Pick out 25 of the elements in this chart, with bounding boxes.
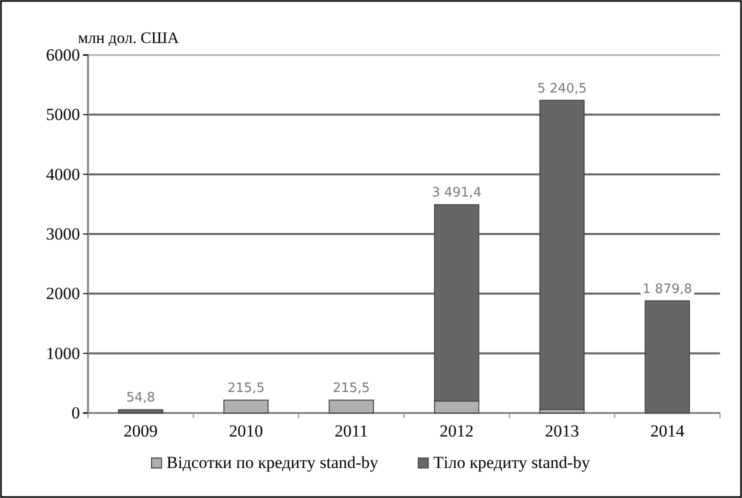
x-tick-label: 2013: [545, 421, 579, 440]
y-tick-label: 5000: [46, 105, 80, 124]
bar: [118, 409, 164, 414]
total-label: 1 879,8: [642, 282, 692, 297]
legend-label: Тіло кредиту stand-by: [433, 453, 590, 472]
legend-label: Відсотки по кредиту stand-by: [166, 453, 379, 472]
y-tick-label: 1000: [46, 344, 80, 363]
total-label: 5 240,5: [537, 81, 587, 96]
total-label: 3 491,4: [432, 186, 482, 201]
total-label: 54,8: [126, 390, 156, 406]
x-tick-label: 2010: [229, 421, 263, 440]
y-tick-label: 0: [72, 403, 80, 422]
total-label: 215,5: [227, 381, 265, 396]
x-tick-label: 2009: [124, 421, 158, 440]
bar: [328, 400, 374, 414]
total-label: 215,5: [332, 381, 370, 396]
bar: [223, 400, 269, 414]
x-tick-label: 2012: [440, 421, 474, 440]
y-tick-label: 2000: [46, 284, 80, 304]
y-tick-label: 6000: [46, 45, 80, 64]
y-axis-title: млн дол. США: [78, 30, 180, 47]
y-tick-label: 4000: [46, 164, 80, 184]
y-tick-label: 3000: [46, 224, 80, 244]
x-tick-label: 2014: [650, 421, 685, 440]
x-tick-label: 2011: [334, 421, 368, 440]
